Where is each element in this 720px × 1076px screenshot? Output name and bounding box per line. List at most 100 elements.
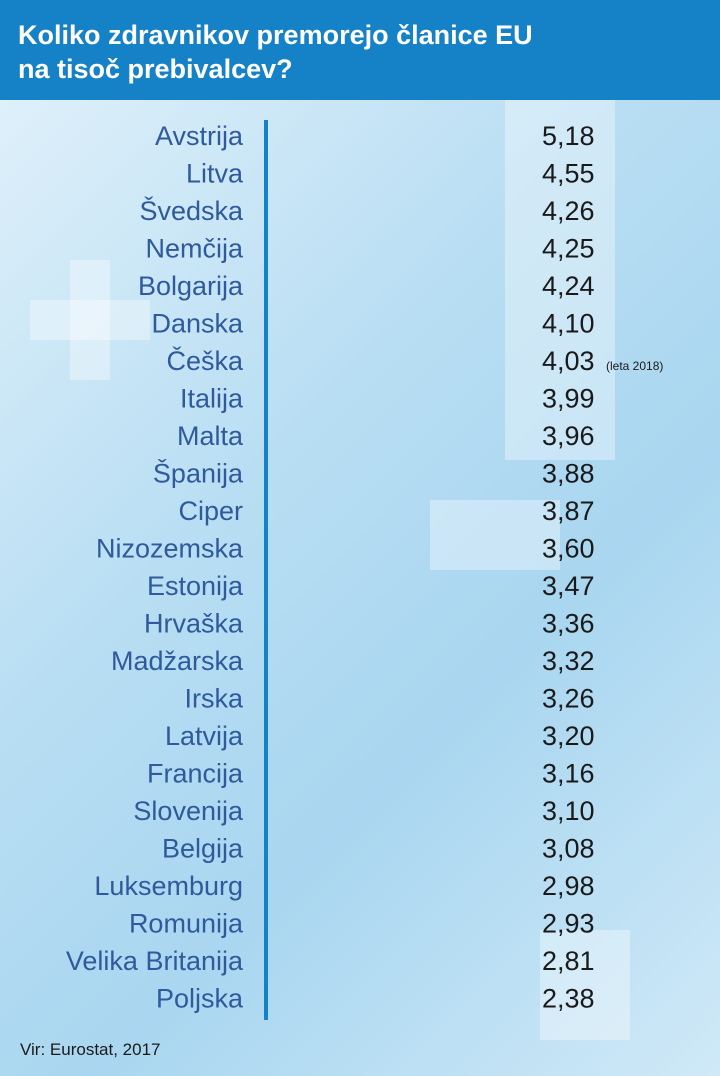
doctor-icon — [346, 833, 368, 863]
country-label: Francija — [147, 759, 244, 789]
doctor-icon — [281, 758, 303, 788]
bar — [281, 758, 394, 788]
doctor-icon — [378, 345, 400, 375]
background-cross — [70, 260, 110, 380]
doctor-icon — [313, 608, 336, 638]
bar — [281, 420, 425, 450]
bar — [281, 195, 433, 225]
doctor-icon — [313, 158, 336, 188]
doctor-icon — [378, 495, 400, 525]
value-label: 3,10 — [542, 796, 595, 826]
title-bar: Koliko zdravnikov premorejo članice EU n… — [0, 0, 720, 100]
doctor-icon — [346, 195, 368, 225]
doctor-icon — [443, 120, 465, 150]
doctor-icon — [346, 308, 368, 338]
doctor-icon — [346, 570, 368, 600]
doctor-icon — [378, 758, 394, 788]
doctor-icon — [313, 458, 336, 488]
bar — [281, 683, 397, 713]
value-label: 3,16 — [542, 759, 595, 789]
country-label: Španija — [153, 458, 244, 489]
background-cross — [505, 100, 615, 460]
doctor-icon — [346, 345, 368, 375]
bar — [281, 345, 427, 375]
background-cross — [540, 930, 630, 1040]
doctor-icon — [313, 308, 336, 338]
value-label: 3,36 — [542, 609, 595, 639]
country-label: Estonija — [147, 571, 244, 601]
bar — [281, 983, 364, 1013]
doctor-icon — [378, 533, 400, 563]
doctor-icon — [410, 345, 427, 375]
doctor-icon — [378, 308, 400, 338]
country-label: Irska — [184, 684, 243, 714]
value-label: 3,88 — [542, 459, 595, 489]
doctor-icon — [281, 833, 303, 863]
value-label: 4,24 — [542, 271, 595, 301]
doctor-icon — [313, 983, 336, 1013]
doctor-icon — [281, 570, 303, 600]
bar — [281, 233, 433, 263]
country-label: Nizozemska — [96, 534, 244, 564]
value-label: 3,87 — [542, 496, 595, 526]
doctor-icon — [281, 683, 303, 713]
country-label: Malta — [177, 421, 244, 451]
country-label: Madžarska — [111, 646, 244, 676]
doctor-icon — [346, 795, 368, 825]
value-label: 3,20 — [542, 721, 595, 751]
doctor-icon — [346, 608, 368, 638]
doctor-icon — [378, 570, 400, 600]
doctor-icon — [281, 533, 303, 563]
chart-title: Koliko zdravnikov premorejo članice EU n… — [18, 20, 533, 84]
doctor-icon — [378, 795, 393, 825]
doctor-icon — [346, 870, 368, 900]
doctor-icon — [281, 383, 303, 413]
doctor-icon — [410, 120, 433, 150]
doctor-icon — [346, 758, 368, 788]
background-cross — [30, 300, 150, 340]
doctor-icon — [346, 533, 368, 563]
doctor-icon — [281, 158, 303, 188]
doctor-icon — [346, 908, 368, 938]
doctor-icon — [281, 345, 303, 375]
country-label: Ciper — [178, 496, 243, 526]
bar — [281, 383, 426, 413]
doctor-icon — [378, 720, 395, 750]
value-label: 4,25 — [542, 234, 595, 264]
doctor-icon — [313, 645, 336, 675]
doctor-icon — [281, 608, 303, 638]
bar — [281, 270, 433, 300]
doctor-icon — [313, 420, 336, 450]
doctor-icon — [346, 458, 368, 488]
source-note: Vir: Eurostat, 2017 — [20, 1040, 161, 1059]
background-cross — [430, 500, 560, 570]
doctor-icon — [378, 833, 392, 863]
doctor-icon — [313, 120, 336, 150]
doctor-icon — [281, 195, 303, 225]
doctor-icon — [281, 120, 303, 150]
doctor-icon — [313, 720, 336, 750]
country-label: Belgija — [162, 834, 244, 864]
doctor-icon — [313, 533, 336, 563]
bar — [281, 308, 429, 338]
doctor-icon — [313, 195, 336, 225]
doctor-icon — [346, 158, 368, 188]
bar — [281, 870, 389, 900]
doctor-icon — [346, 420, 368, 450]
doctor-icon — [410, 570, 411, 600]
value-label: 3,60 — [542, 534, 595, 564]
value-label: 5,18 — [542, 121, 595, 151]
doctor-icon — [281, 270, 303, 300]
doctor-icon — [378, 608, 400, 638]
bar — [281, 833, 392, 863]
doctor-icon — [378, 233, 400, 263]
doctor-icon — [281, 495, 303, 525]
annotation: (leta 2018) — [606, 359, 663, 373]
country-label: Litva — [186, 159, 244, 189]
value-label: 2,38 — [542, 984, 595, 1014]
doctor-icon — [476, 121, 496, 150]
doctor-icon — [281, 645, 303, 675]
value-label: 3,99 — [542, 384, 595, 414]
bar — [281, 945, 384, 975]
doctor-icon — [378, 645, 399, 675]
